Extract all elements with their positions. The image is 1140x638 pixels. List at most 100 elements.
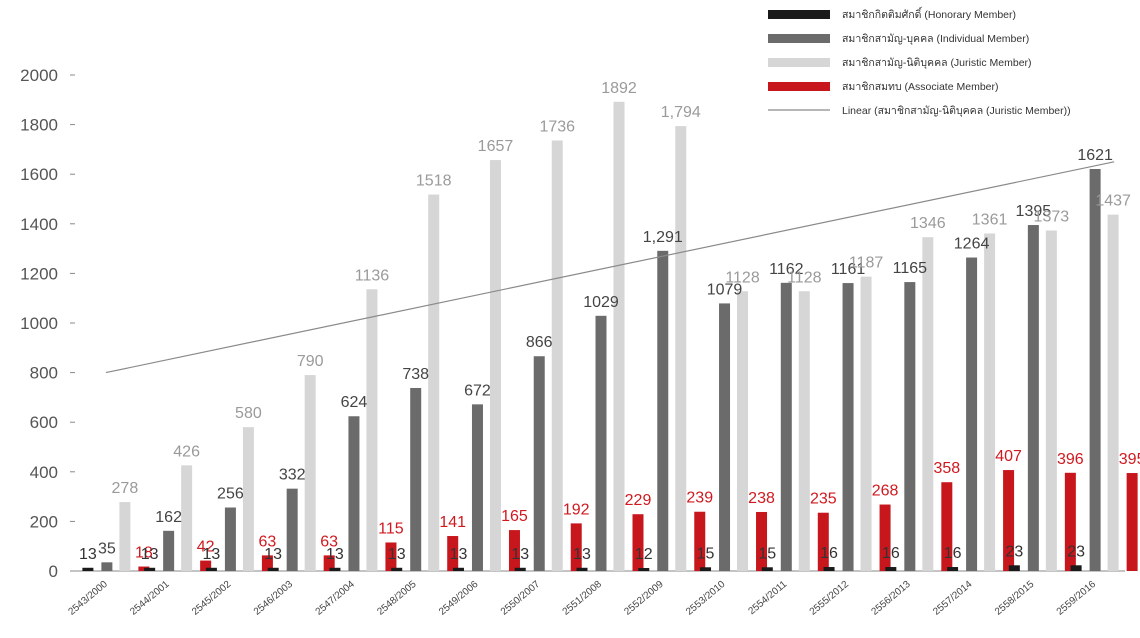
data-label: 1136 [355,267,390,284]
y-tick-label: 2000 [20,66,58,85]
data-label: 13 [450,546,468,563]
bar [514,567,526,571]
data-label: 256 [217,486,244,503]
data-label: 1892 [601,80,637,97]
bar [144,567,156,571]
y-tick-label: 1000 [20,314,58,333]
x-tick-label: 2552/2009 [622,579,666,618]
bar [823,567,835,571]
x-tick-label: 2551/2008 [561,579,605,618]
bar [638,568,650,571]
data-label: 278 [112,480,139,497]
x-tick-label: 2557/2014 [931,579,975,618]
bar [410,387,422,571]
legend-label: สมาชิกสมทบ (Associate Member) [842,81,999,93]
y-tick-label: 200 [30,512,58,531]
x-tick-label: 2550/2007 [499,579,543,618]
data-label: 229 [625,492,652,509]
bar [508,530,520,571]
bar [224,507,236,571]
data-label: 13 [388,546,406,563]
y-tick-label: 800 [30,364,58,383]
bar [286,488,298,571]
bar [200,560,212,571]
bars [82,101,1138,572]
data-label: 1518 [416,173,452,190]
y-tick-label: 0 [49,562,58,581]
data-label: 1161 [831,261,866,278]
data-label: 790 [297,353,324,370]
bar [1045,230,1057,571]
bar [904,282,916,571]
data-label: 407 [995,448,1022,465]
y-tick-label: 400 [30,463,58,482]
data-label: 16 [944,545,962,562]
bar [879,504,891,571]
x-tick-label: 2547/2004 [314,579,358,618]
bar [576,567,588,571]
bar [885,567,897,571]
data-label: 1395 [1016,203,1052,220]
data-label: 1264 [954,236,990,253]
x-tick-label: 2556/2013 [869,579,913,618]
data-label: 13 [264,546,282,563]
data-label: 42 [197,539,215,556]
data-label: 396 [1057,451,1084,468]
data-label: 866 [526,334,553,351]
bar [966,257,978,571]
data-label: 23 [1005,543,1023,560]
data-label: 672 [464,382,491,399]
trendline [105,161,1115,374]
bar [428,194,440,571]
data-label: 580 [235,405,262,422]
legend-label: Linear (สมาชิกสามัญ-นิติบุคคล (Juristic … [842,105,1071,117]
trendline-line [105,161,1115,374]
bar [922,237,934,571]
bar [163,530,175,571]
data-label: 1029 [583,294,619,311]
bar [984,233,996,572]
data-label: 16 [882,545,900,562]
data-label: 1128 [787,269,822,286]
bar [138,566,150,571]
x-tick-label: 2544/2001 [128,579,172,618]
bar [860,276,872,571]
data-label: 1079 [707,281,743,298]
data-label: 235 [810,491,837,508]
bar [551,140,563,572]
legend-label: สมาชิกสามัญ-บุคคล (Individual Member) [842,33,1029,45]
data-labels: 13 35278181316242642132565806313332790631… [79,80,1140,563]
bar [1070,565,1082,571]
bar [205,567,217,571]
bar [1064,472,1076,571]
bar [533,356,545,571]
bar [489,160,501,571]
data-label: 23 [1067,543,1085,560]
data-label: 63 [320,533,338,550]
bar [385,542,397,571]
bar [329,567,341,571]
bar [447,536,459,571]
data-label: 12 [635,546,653,563]
bar [452,567,464,571]
y-tick-label: 1600 [20,165,58,184]
bar [595,315,607,571]
data-label: 238 [748,490,775,507]
bar [842,283,854,571]
bar [101,562,113,571]
bar [761,567,773,571]
x-tick-label: 2546/2003 [252,579,296,618]
data-label: 13 [511,546,529,563]
bar [1107,214,1119,571]
bar [632,514,644,571]
bar [719,303,731,571]
data-label: 1657 [478,138,514,155]
data-label: 13 [141,546,159,563]
data-label: 192 [563,501,590,518]
data-label: 738 [402,366,429,383]
x-tick-label: 2559/2016 [1055,579,1099,618]
data-label: 1162 [769,261,804,278]
data-label: 358 [933,460,960,477]
bar [817,512,829,571]
